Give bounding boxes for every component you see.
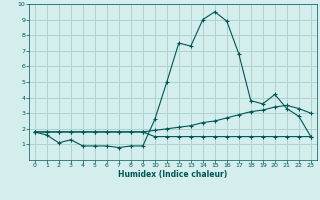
X-axis label: Humidex (Indice chaleur): Humidex (Indice chaleur) — [118, 170, 228, 179]
